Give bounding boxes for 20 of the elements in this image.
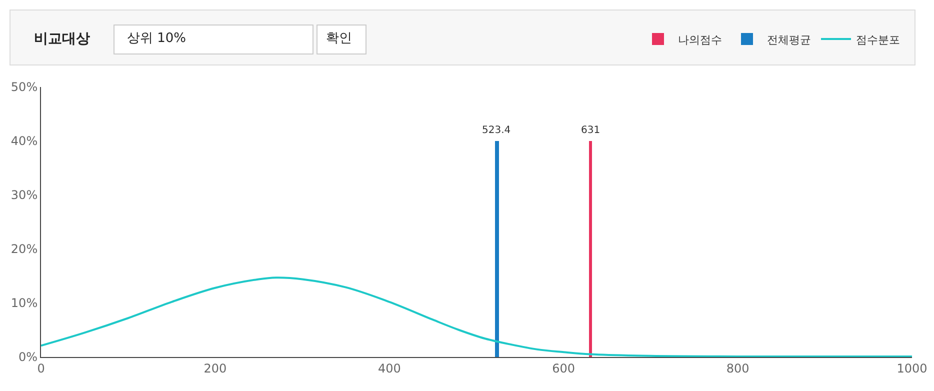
text: 상위 10% [127, 31, 186, 46]
y-tick-label: 20% [10, 242, 38, 256]
annotation: 523.4 [482, 125, 511, 136]
x-tick-label: 400 [378, 361, 401, 376]
y-tick-label: 40% [10, 134, 38, 148]
x-tick-label: 600 [552, 361, 576, 376]
text: 확인 [326, 31, 352, 46]
x-tick-label: 800 [726, 361, 750, 376]
y-tick-label: 0% [18, 350, 38, 364]
legend-label: 전체평균 [767, 33, 811, 46]
y-tick-label: 50% [10, 80, 38, 94]
y-tick-label: 30% [10, 188, 38, 202]
x-tick-label: 200 [204, 361, 227, 376]
y-tick-label: 10% [10, 296, 38, 310]
legend-label: 나의점수 [678, 33, 722, 46]
text: 비교대상 [34, 31, 90, 47]
x-tick-label: 1000 [896, 361, 928, 376]
annotation: 631 [581, 125, 600, 136]
x-tick-label: 0 [37, 361, 45, 376]
legend-label: 점수분포 [856, 33, 900, 46]
